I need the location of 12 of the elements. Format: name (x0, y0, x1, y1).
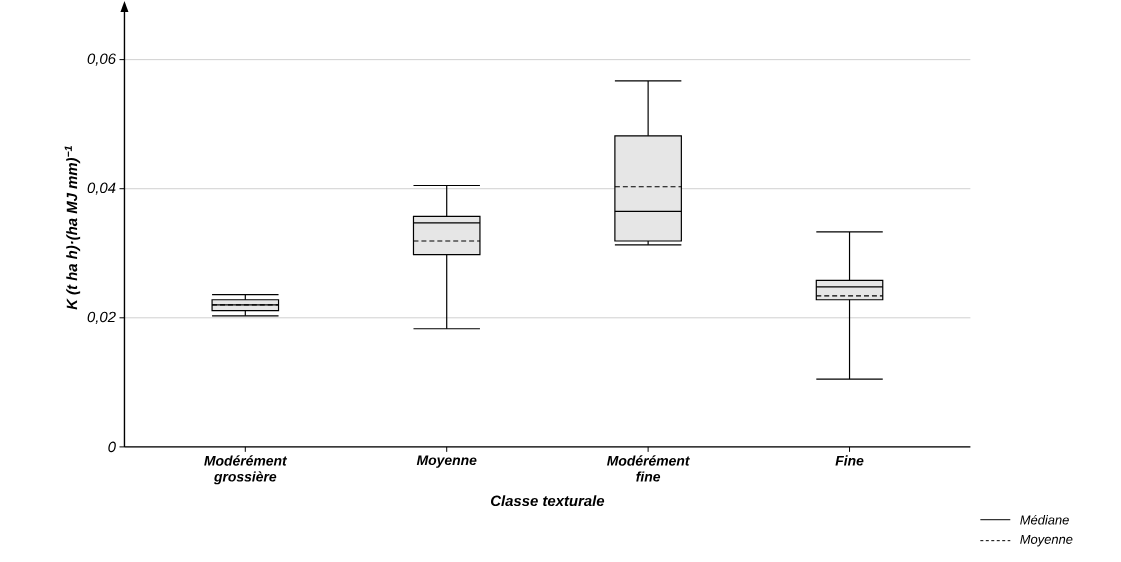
x-tick-label: Moyenne (416, 455, 477, 469)
y-tick-label: 0 (108, 441, 116, 453)
x-tick-label: Modérément grossière (204, 455, 288, 485)
y-tick-label: 0,02 (87, 311, 116, 325)
x-tick-label: Modérément fine (607, 455, 690, 482)
y-tick-label: 0,04 (87, 182, 116, 196)
text: Médiane (1020, 515, 1069, 525)
y-axis-title: K (t ha h)·(ha MJ mm)$^{−1}$ (64, 146, 81, 310)
y-tick-label: 0,06 (87, 53, 116, 66)
x-tick-label: Fine (835, 455, 864, 466)
text: Moyenne (1020, 535, 1073, 547)
x-axis-title: Classe texturale (490, 495, 605, 507)
